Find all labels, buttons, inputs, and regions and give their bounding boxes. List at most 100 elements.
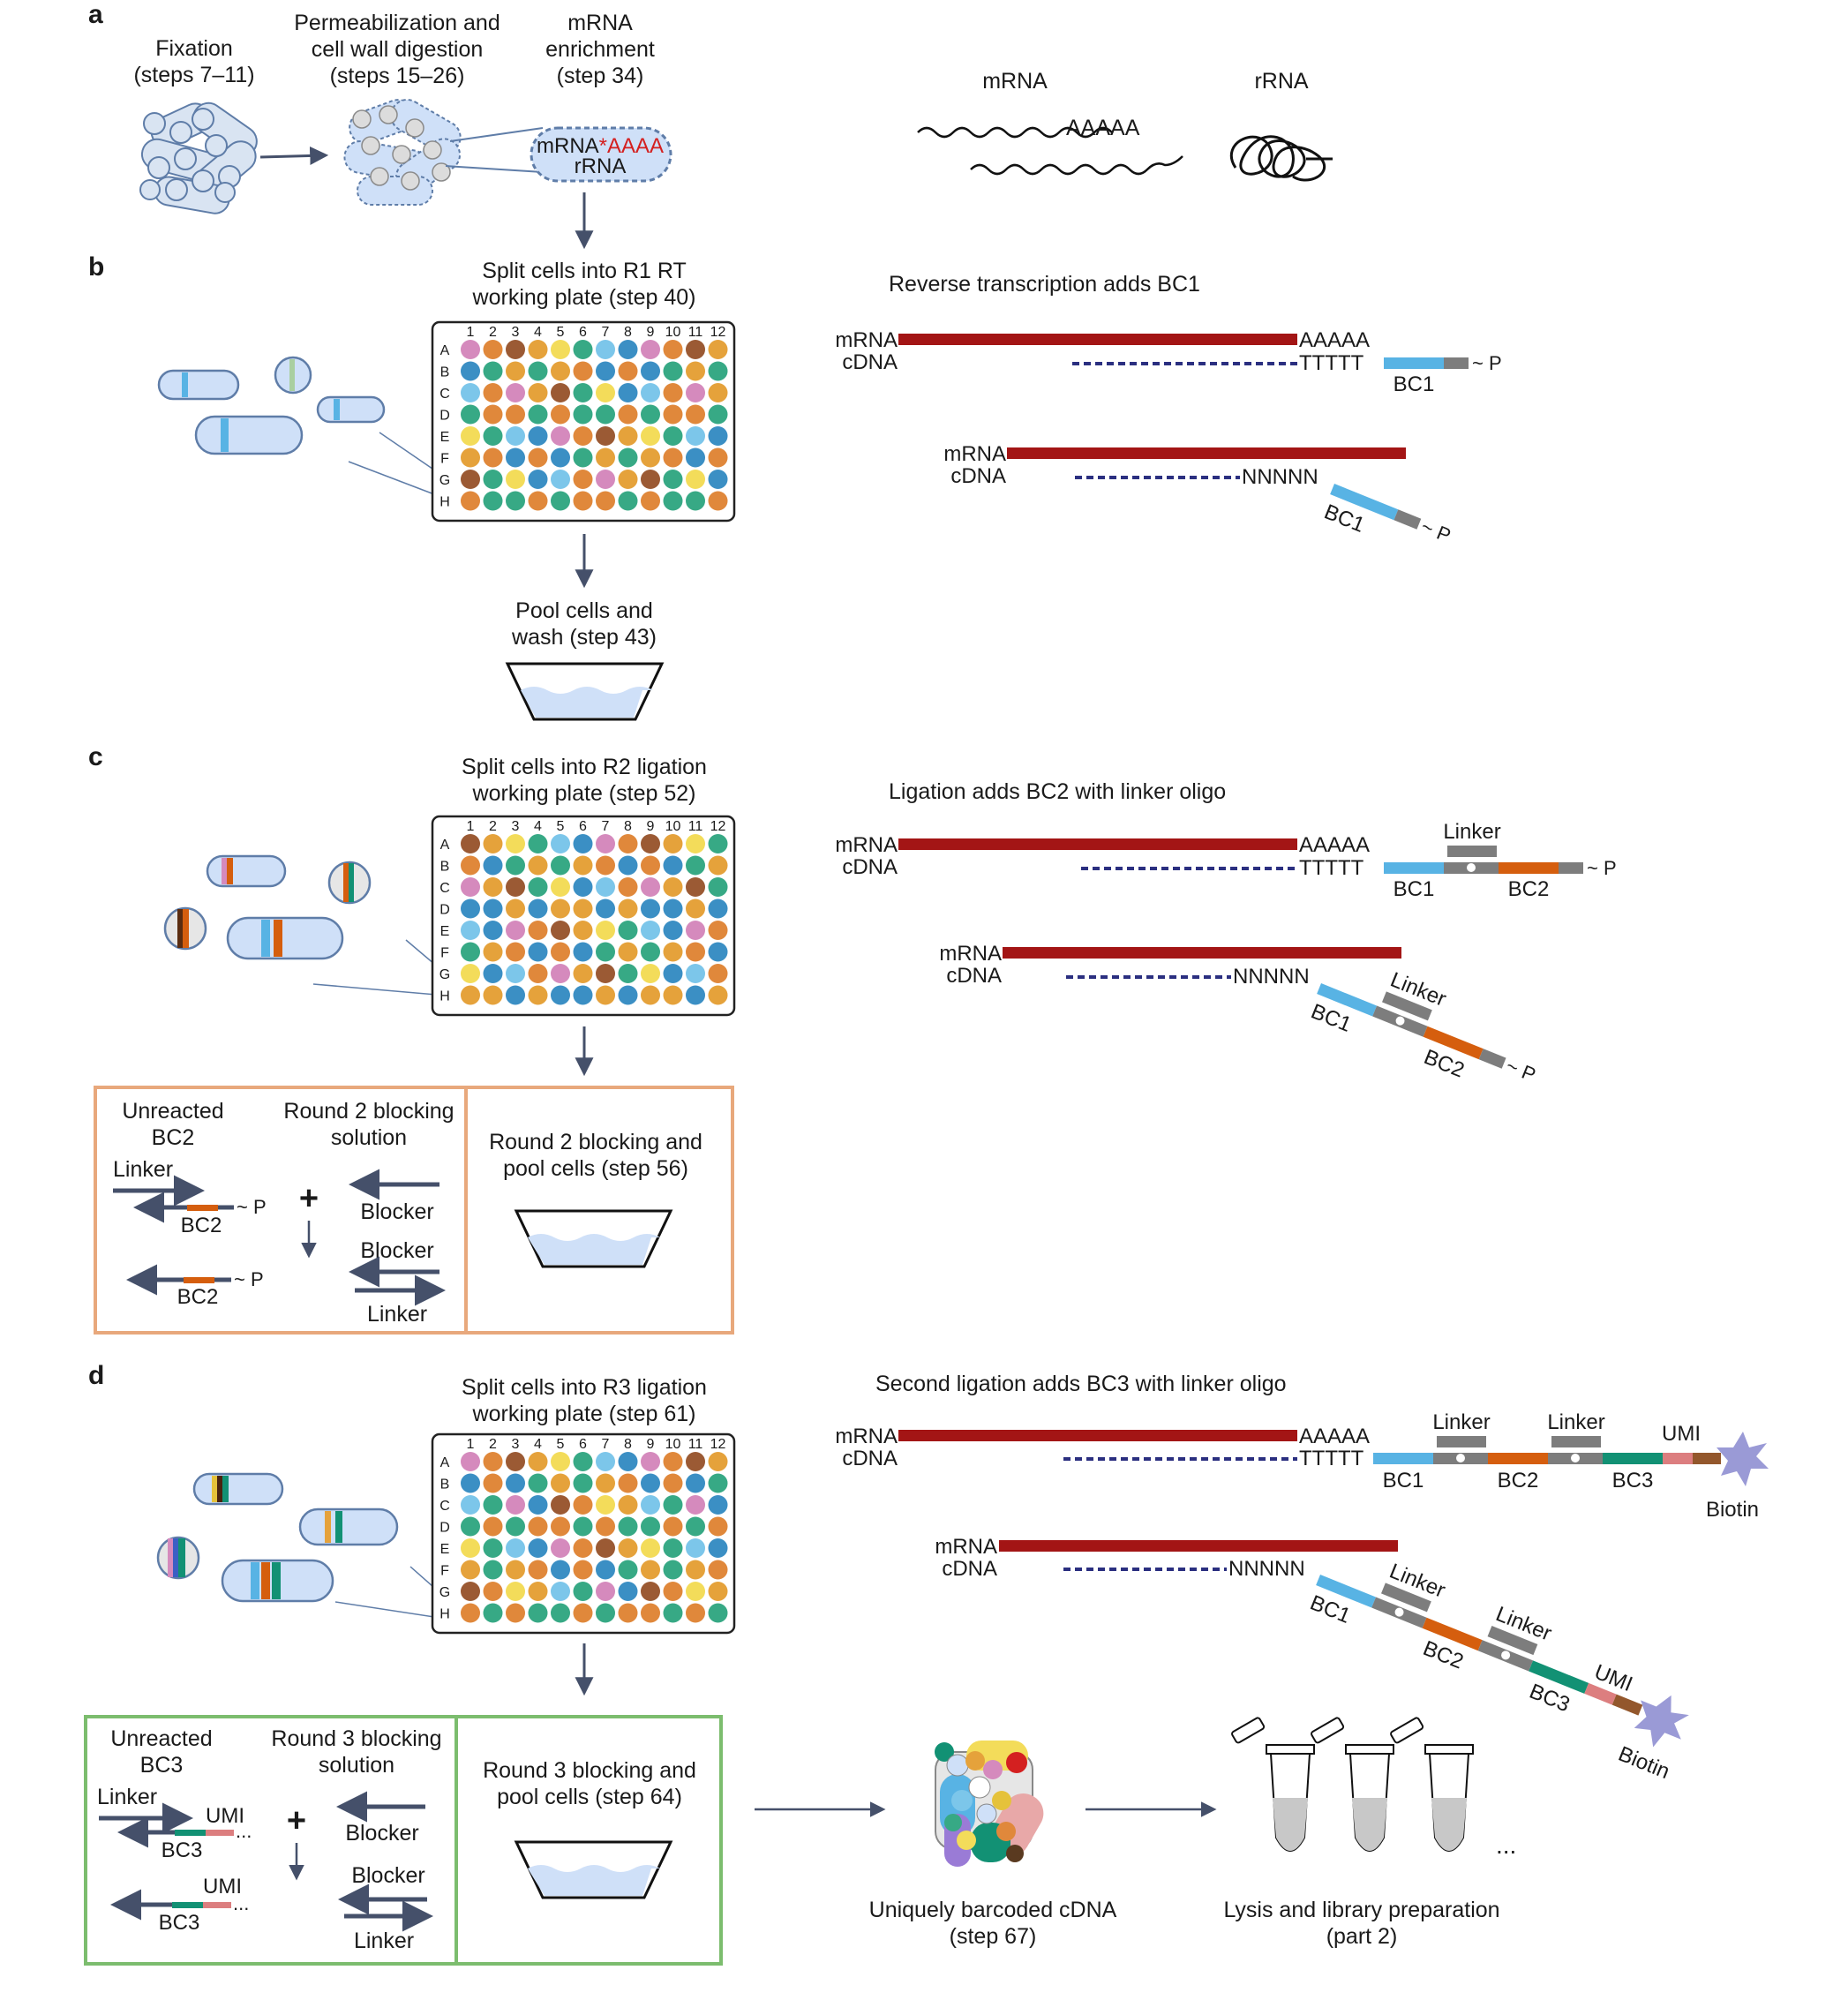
b-plate-well [506, 447, 525, 468]
c-plate-well [506, 964, 525, 983]
c-blocking-pool-2: pool cells (step 56) [503, 1156, 688, 1181]
d-plate-col-label: 6 [579, 1437, 587, 1452]
c-plate-well [596, 834, 615, 853]
c-plate-well [483, 877, 503, 897]
c-box-phos-2: ~ P [234, 1268, 264, 1290]
b-plate-well [686, 383, 705, 402]
d-box-dots: ... [236, 1820, 252, 1842]
b-plate-well [641, 470, 660, 489]
c-plate-well [708, 921, 728, 940]
d-plate-well [708, 1473, 728, 1493]
c-plus: + [299, 1180, 319, 1217]
b-plate-well [551, 470, 570, 489]
c-box-bc2-label-2: BC2 [177, 1285, 219, 1309]
c-plate-well [528, 855, 548, 876]
b-plate-well [551, 340, 570, 359]
c-plate-well [663, 898, 683, 919]
c-plate-well [686, 834, 705, 853]
c-plate-well [663, 877, 683, 897]
c-unreacted-2: BC2 [152, 1125, 195, 1150]
d-plate-row-label: D [439, 1521, 450, 1536]
c-plate-row-label: G [439, 967, 450, 982]
c-blocker-label-1: Blocker [360, 1199, 433, 1224]
fixed-cells-illustration [139, 102, 258, 214]
b-plate-well [573, 361, 593, 381]
c-ligation-dot-2 [1395, 1016, 1405, 1026]
b-plate-well [708, 491, 728, 511]
c-plate-well [641, 985, 660, 1005]
d-plate-well [506, 1473, 525, 1493]
c-plate-well [461, 964, 480, 983]
d-plate-well [641, 1516, 660, 1537]
d-plate-well [573, 1516, 593, 1537]
c-plate-well [573, 964, 593, 983]
b-plate-well [528, 491, 548, 511]
d-plate-well [663, 1495, 683, 1515]
d-plate-row-label: A [440, 1455, 450, 1470]
d-plate-well [506, 1516, 525, 1537]
d-plate-well [663, 1452, 683, 1471]
d-mrna-strand-1 [898, 1430, 1297, 1441]
b-plate-well [641, 361, 660, 381]
d-plate-well [573, 1603, 593, 1623]
d-plate-well [641, 1452, 660, 1471]
b-plate-well [573, 383, 593, 402]
c-plate-well [618, 921, 638, 940]
c-plate-well [708, 942, 728, 962]
d-linker-splint-3 [1381, 1583, 1431, 1613]
c-mrna-strand-2 [1003, 947, 1401, 959]
d-ligation-dot-4 [1501, 1650, 1511, 1660]
d-mrna-strand-2 [999, 1540, 1398, 1552]
c-plate-well [551, 855, 570, 876]
b-plate-well [641, 404, 660, 425]
c-plate-well [686, 855, 705, 876]
b-plate-well [483, 340, 503, 359]
d-cdna-label-2: cDNA [942, 1557, 997, 1581]
b-plate-well [461, 404, 480, 425]
d-plate-well [483, 1452, 503, 1471]
c-plate-col-label: 8 [624, 819, 632, 834]
d-biotin-1 [1717, 1432, 1769, 1486]
c-plate-well [461, 898, 480, 919]
c-plate-well [708, 898, 728, 919]
b-plate-well [506, 340, 525, 359]
c-plate-title-2: working plate (step 52) [472, 781, 696, 806]
d-plate-well [663, 1582, 683, 1601]
b-plate-col-label: 7 [602, 325, 610, 340]
b-bc1-label-1: BC1 [1394, 372, 1435, 396]
d-plate-well [551, 1495, 570, 1515]
d-plate-well [663, 1516, 683, 1537]
b-plate-well [686, 491, 705, 511]
capsule-polya: AAAA [607, 134, 664, 158]
d-plate-well [596, 1516, 615, 1537]
d-plate-well [618, 1603, 638, 1623]
d-plate-well [528, 1560, 548, 1580]
d-ligation-dot-1 [1456, 1454, 1465, 1462]
b-plate-well [461, 470, 480, 489]
c-plate-well [618, 855, 638, 876]
c-plate-well [506, 877, 525, 897]
c-blocking-box [94, 1086, 734, 1335]
c-plate-well [483, 898, 503, 919]
b-plate-well [506, 491, 525, 511]
c-plate-well [708, 834, 728, 853]
b-plate-col-label: 12 [710, 325, 726, 340]
d-plate-col-label: 9 [647, 1437, 655, 1452]
c-mrna-label-1: mRNA [835, 833, 898, 857]
d-plate-row-label: E [440, 1542, 450, 1557]
d-plate-well [551, 1516, 570, 1537]
c-plate-well [528, 985, 548, 1005]
d-plate-well [483, 1538, 503, 1558]
c-plate-well [686, 877, 705, 897]
c-plate-well [506, 942, 525, 962]
b-plate-well [528, 361, 548, 381]
panel-letter-b: b [88, 252, 104, 282]
b-mrna-strand-1 [898, 334, 1297, 345]
b-plate-well [686, 470, 705, 489]
c-plate-well [618, 942, 638, 962]
c-plate-well [461, 985, 480, 1005]
d-mrna-label-1: mRNA [835, 1425, 898, 1448]
c-plate-well [573, 921, 593, 940]
legend-mrna-label: mRNA [982, 69, 1048, 94]
d-plate-col-label: 7 [602, 1437, 610, 1452]
